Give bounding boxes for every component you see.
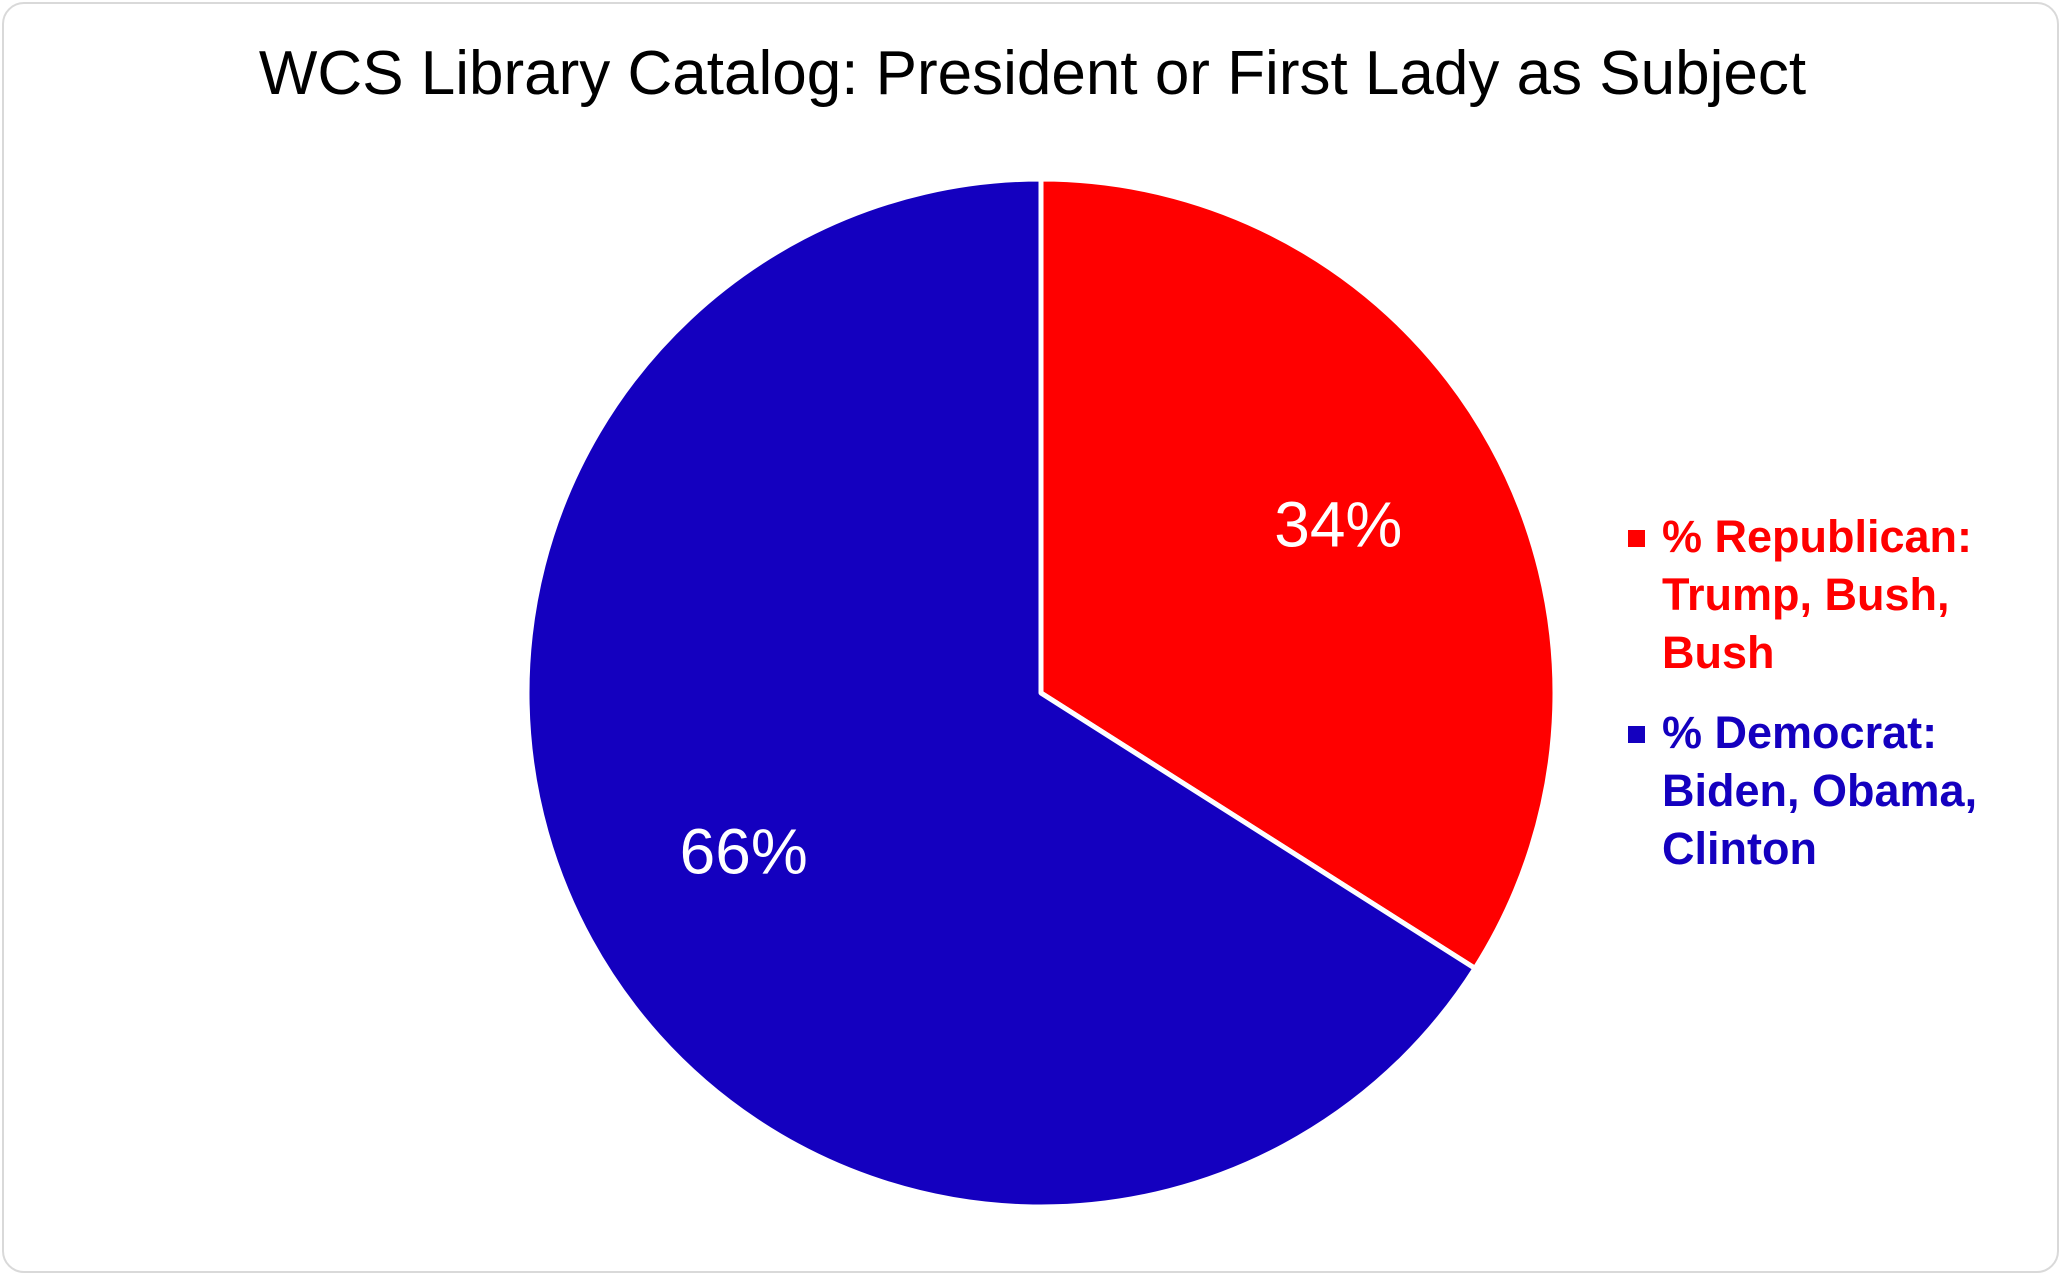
legend-item-republican: % Republican: Trump, Bush, Bush [1628, 508, 2048, 682]
pie-slice-labels: 34% 66% [680, 488, 1403, 887]
legend-label-democrat-line-1: % Democrat: [1662, 707, 1938, 758]
legend-swatch-republican [1628, 530, 1645, 547]
pie-slice-republican [1038, 176, 1558, 971]
pie-slice-democrat [524, 176, 1478, 1210]
legend-label-republican-line-3: Bush [1662, 627, 1775, 678]
legend-label-republican-line-1: % Republican: [1662, 511, 1973, 562]
legend-label-democrat-line-2: Biden, Obama, [1662, 765, 1978, 816]
legend-label-republican-line-2: Trump, Bush, [1662, 569, 1950, 620]
pie-slice-label-republican: 34% [1274, 488, 1402, 560]
pie-slices [524, 176, 1558, 1210]
chart-title: WCS Library Catalog: President or First … [258, 39, 1807, 108]
legend-item-democrat: % Democrat: Biden, Obama, Clinton [1628, 704, 2048, 878]
legend: % Republican: Trump, Bush, Bush % Democr… [1628, 508, 2048, 900]
pie-slice-label-democrat: 66% [680, 815, 808, 887]
legend-swatch-democrat [1628, 726, 1645, 743]
legend-label-democrat-line-3: Clinton [1662, 823, 1817, 874]
